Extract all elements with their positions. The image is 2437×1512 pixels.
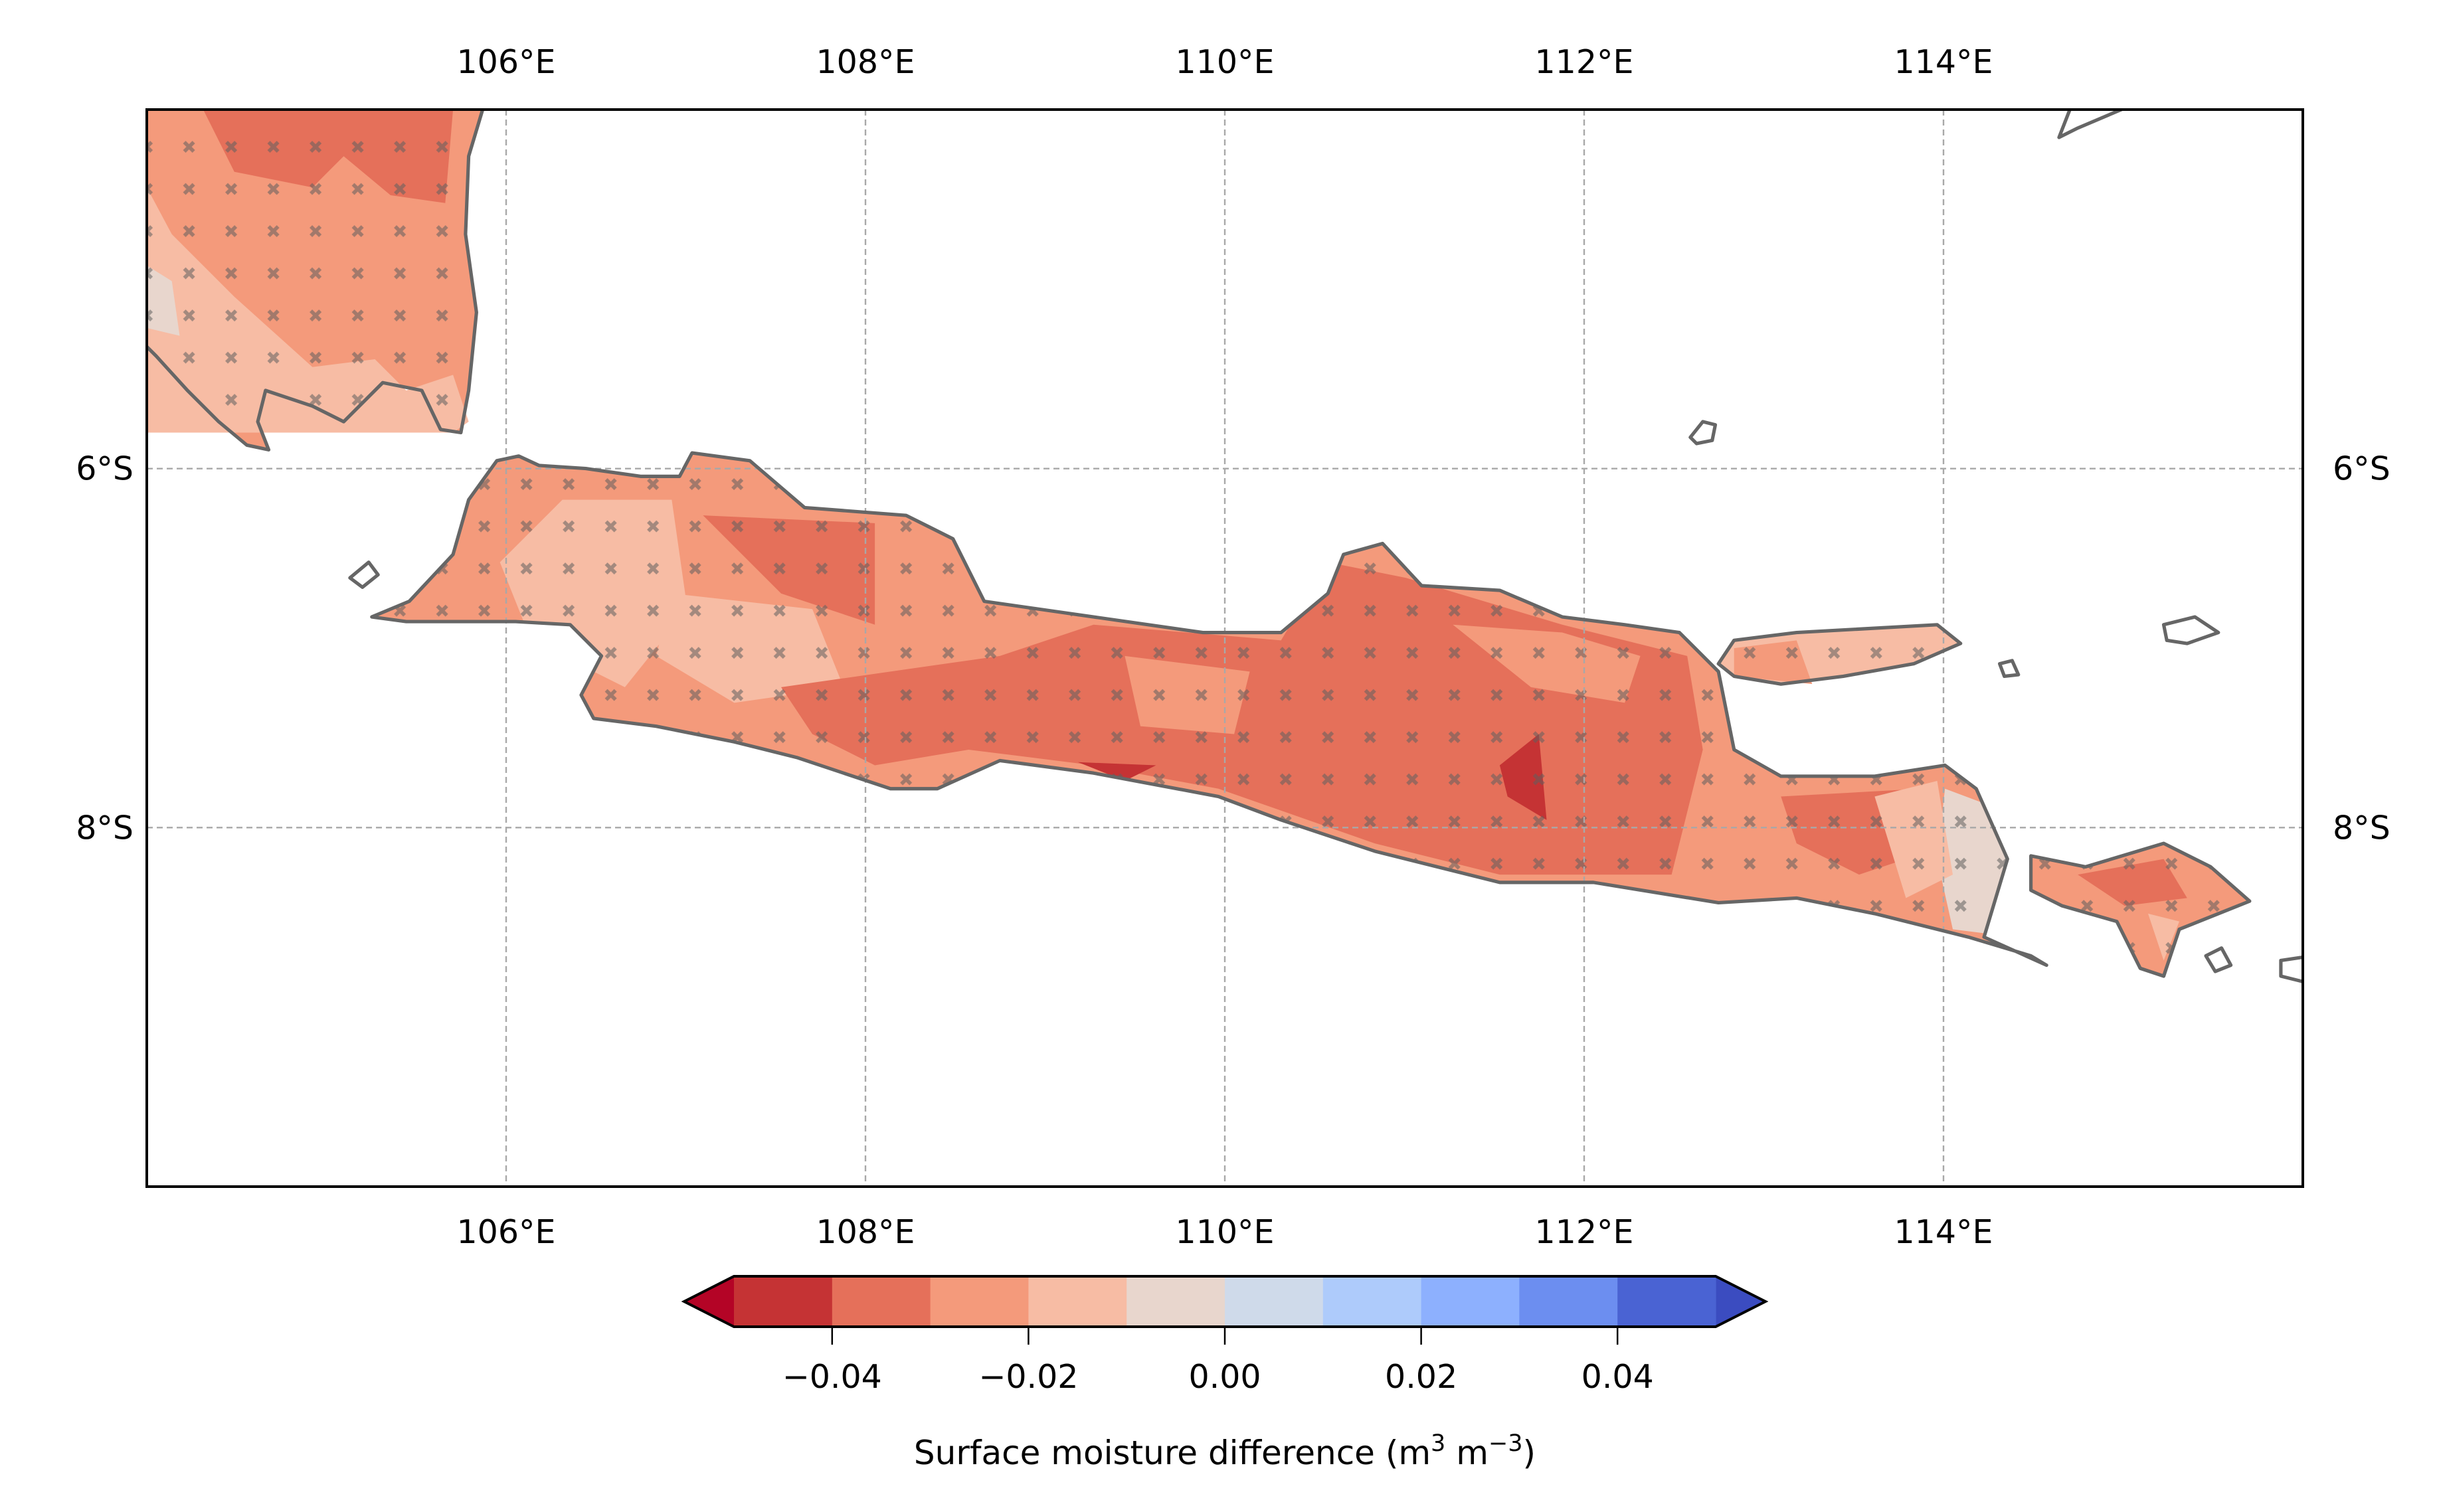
colorbar: −0.04 −0.02 0.00 0.02 0.04 bbox=[681, 1275, 1769, 1396]
colorbar-segment bbox=[1225, 1276, 1324, 1327]
land-fill bbox=[147, 110, 2250, 976]
colorbar-tick-label: 0.02 bbox=[1385, 1358, 1457, 1396]
coastline bbox=[2279, 955, 2303, 983]
coastline bbox=[2057, 110, 2126, 139]
coastline bbox=[1688, 420, 1718, 446]
colorbar-segment bbox=[1421, 1276, 1520, 1327]
lon-tick-label: 106°E bbox=[457, 1213, 556, 1251]
coastline bbox=[370, 451, 2048, 967]
colorbar-segment bbox=[1519, 1276, 1618, 1327]
colorbar-segment bbox=[1617, 1276, 1716, 1327]
colorbar-outline bbox=[681, 1275, 1769, 1328]
colorbar-extend-high bbox=[1716, 1276, 1765, 1327]
colorbar-label: Surface moisture difference (m3 m−3) bbox=[914, 1430, 1536, 1472]
coastline bbox=[1997, 659, 2021, 679]
lon-tick-label: 114°E bbox=[1894, 1213, 1993, 1251]
colorbar-tick-label: −0.04 bbox=[782, 1358, 882, 1396]
colorbar-tick-label: 0.04 bbox=[1581, 1358, 1654, 1396]
coastline bbox=[1716, 623, 1963, 686]
coastline bbox=[2204, 946, 2233, 973]
java-fill bbox=[371, 453, 2047, 966]
sumatra-fill bbox=[147, 110, 483, 450]
lat-tick-label: 8°S bbox=[76, 809, 134, 847]
colorbar-tick-label: −0.02 bbox=[978, 1358, 1078, 1396]
axis-tick-labels: 106°E 106°E 108°E 108°E 110°E 110°E 112°E 112°E… bbox=[76, 43, 2391, 1251]
lat-tick-label: 6°S bbox=[76, 450, 134, 488]
lon-tick-label: 106°E bbox=[457, 43, 556, 81]
colorbar-segment bbox=[930, 1276, 1029, 1327]
colorbar-tick-label: 0.00 bbox=[1188, 1358, 1261, 1396]
lat-tick-label: 6°S bbox=[2333, 450, 2391, 488]
colorbar-segment bbox=[832, 1276, 931, 1327]
colorbar-segment bbox=[1028, 1276, 1127, 1327]
bali-fill bbox=[2031, 843, 2250, 976]
map-area bbox=[147, 110, 2303, 1187]
gridlines bbox=[147, 110, 2303, 1187]
lon-tick-label: 112°E bbox=[1535, 1213, 1634, 1251]
colorbar-segment bbox=[734, 1276, 833, 1327]
lon-tick-label: 112°E bbox=[1535, 43, 1634, 81]
lon-tick-label: 110°E bbox=[1176, 43, 1275, 81]
lon-tick-label: 108°E bbox=[816, 1213, 915, 1251]
lon-tick-label: 114°E bbox=[1894, 43, 1993, 81]
coastline bbox=[147, 110, 485, 452]
coastline bbox=[2161, 615, 2220, 645]
madura-fill bbox=[1718, 624, 1961, 685]
colorbar-segment bbox=[1127, 1276, 1225, 1327]
map-frame bbox=[145, 108, 2304, 1188]
coastline bbox=[2029, 841, 2252, 978]
lon-tick-label: 108°E bbox=[816, 43, 915, 81]
lon-tick-label: 110°E bbox=[1176, 1213, 1275, 1251]
colorbar-extend-low bbox=[684, 1276, 734, 1327]
coastlines bbox=[147, 110, 2303, 983]
lat-tick-label: 8°S bbox=[2333, 809, 2391, 847]
colorbar-segment bbox=[1322, 1276, 1422, 1327]
coastline bbox=[348, 560, 380, 589]
